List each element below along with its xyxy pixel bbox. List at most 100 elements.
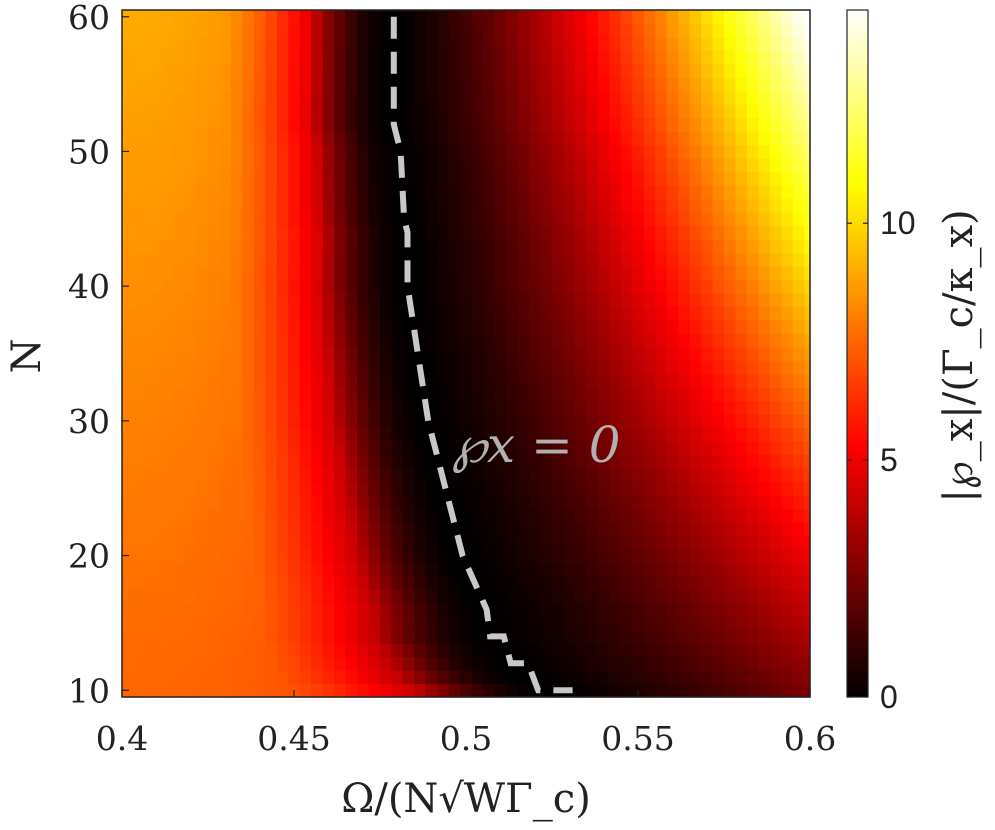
heatmap-cell [712,656,725,671]
heatmap-cell [792,414,805,429]
heatmap-cell [288,279,301,294]
heatmap-cell [219,629,232,644]
heatmap-cell [380,616,393,631]
heatmap-cell [162,387,175,402]
heatmap-cell [712,171,725,186]
heatmap-cell [322,90,335,105]
heatmap-cell [804,252,811,267]
heatmap-cell [380,494,393,510]
heatmap-cell [357,414,370,429]
heatmap-cell [139,144,152,159]
heatmap-cell [185,50,198,65]
heatmap-cell [804,50,811,65]
heatmap-cell [357,63,370,78]
heatmap-cell [563,212,576,227]
heatmap-cell [471,265,484,281]
heatmap-cell [597,535,610,550]
heatmap-cell [122,468,129,483]
heatmap-cell [299,292,312,307]
heatmap-cell [666,602,679,617]
heatmap-cell [735,90,748,105]
heatmap-cell [127,427,140,442]
heatmap-cell [597,575,610,590]
heatmap-cell [265,319,278,334]
heatmap-cell [689,494,702,510]
heatmap-cell [162,265,175,281]
heatmap-cell [540,414,553,429]
heatmap-cell [299,346,312,361]
heatmap-cell [196,117,209,132]
heatmap-cell [460,10,473,25]
heatmap-cell [402,36,415,52]
heatmap-cell [804,656,811,671]
heatmap-cell [253,212,266,227]
heatmap-cell [792,441,805,456]
heatmap-cell [173,616,186,631]
heatmap-cell [678,387,691,402]
heatmap-cell [781,427,794,442]
heatmap-cell [758,10,771,25]
heatmap-cell [666,198,679,213]
heatmap-cell [758,104,771,119]
heatmap-cell [219,333,232,348]
heatmap-cell [122,360,129,375]
heatmap-cell [506,117,519,132]
heatmap-cell [127,683,140,698]
heatmap-cell [219,77,232,92]
heatmap-cell [185,198,198,213]
heatmap-cell [746,131,759,146]
heatmap-cell [620,239,633,254]
heatmap-cell [552,373,565,388]
heatmap-cell [414,131,427,146]
heatmap-cell [792,360,805,375]
heatmap-cell [769,252,782,267]
heatmap-cell [574,683,587,698]
heatmap-cell [299,360,312,375]
heatmap-cell [368,131,381,146]
heatmap-cell [597,656,610,671]
heatmap-cell [380,104,393,119]
heatmap-cell [483,346,496,361]
heatmap-cell [230,602,243,617]
heatmap-cell [632,468,645,483]
heatmap-cell [632,521,645,536]
heatmap-cell [150,562,163,577]
heatmap-cell [311,171,324,186]
heatmap-cell [586,63,599,78]
heatmap-cell [758,360,771,375]
heatmap-cell [689,77,702,92]
heatmap-cell [162,239,175,254]
heatmap-cell [746,265,759,281]
heatmap-cell [471,548,484,563]
heatmap-cell [253,683,266,698]
heatmap-cell [769,575,782,590]
heatmap-cell [655,468,668,483]
heatmap-cell [311,279,324,294]
heatmap-cell [322,468,335,483]
heatmap-cell [288,63,301,78]
heatmap-cell [242,319,255,334]
heatmap-cell [425,656,438,671]
heatmap-cell [196,629,209,644]
heatmap-cell [552,225,565,240]
heatmap-cell [689,185,702,200]
heatmap-cell [678,50,691,65]
heatmap-cell [540,185,553,200]
heatmap-cell [792,494,805,510]
heatmap-cell [494,656,507,671]
heatmap-cell [173,468,186,483]
heatmap-cell [724,279,737,294]
heatmap-cell [150,212,163,227]
heatmap-cell [643,144,656,159]
heatmap-cell [781,239,794,254]
heatmap-cell [506,319,519,334]
heatmap-cell [758,36,771,52]
heatmap-cell [529,373,542,388]
heatmap-cell [299,548,312,563]
heatmap-cell [792,252,805,267]
heatmap-cell [563,548,576,563]
heatmap-cell [471,346,484,361]
heatmap-cell [712,535,725,550]
heatmap-cell [219,670,232,685]
heatmap-cell [563,494,576,510]
